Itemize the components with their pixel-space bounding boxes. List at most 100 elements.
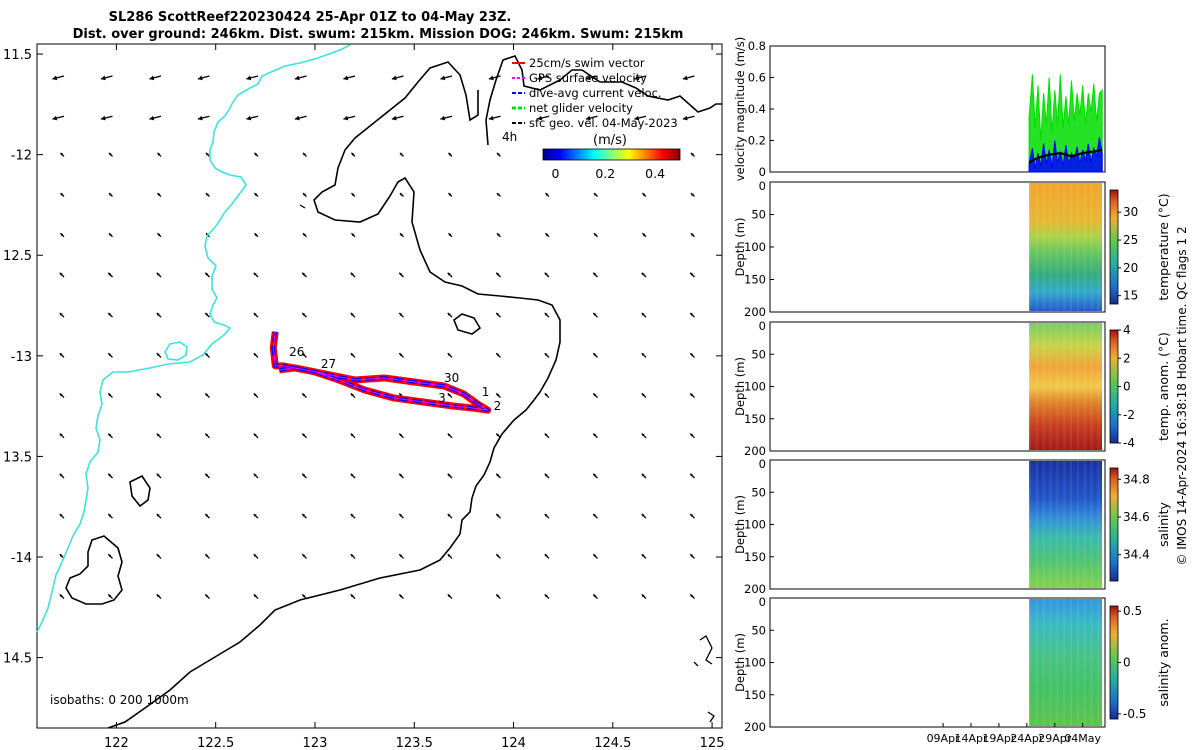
day-label: 26 <box>289 345 304 359</box>
profile-stripe <box>1049 323 1052 450</box>
date-tick-label: 14Apr <box>954 732 988 745</box>
profile-stripe <box>1051 599 1054 726</box>
colorbar-tick-label: 0 <box>1123 380 1131 394</box>
colorbar-tick-label: 0.2 <box>595 166 615 181</box>
velocity-y-tick-label: 0.6 <box>748 71 766 85</box>
reef-fragments <box>299 204 715 723</box>
profile-stripe <box>1092 461 1095 588</box>
current-arrow <box>350 433 356 439</box>
current-arrow <box>302 192 307 198</box>
profile-stripe <box>1051 461 1054 588</box>
profile-stripe <box>1054 461 1057 588</box>
current-arrow <box>447 513 453 519</box>
current-arrow <box>488 115 501 121</box>
day-label: 30 <box>444 371 459 385</box>
current-arrow <box>689 473 695 479</box>
current-arrow <box>59 433 65 439</box>
current-arrow <box>592 433 598 439</box>
current-arrow <box>156 553 162 559</box>
colorbar-tick-label: 0 <box>551 166 559 181</box>
profile-stripe <box>1070 183 1073 311</box>
current-arrow <box>107 513 113 519</box>
current-arrow <box>205 152 210 157</box>
current-arrow <box>246 115 259 121</box>
depth-tick-label: 100 <box>744 656 766 670</box>
current-arrow <box>398 473 404 479</box>
current-vector-field <box>52 75 695 600</box>
depth-tick-label: 150 <box>744 412 766 426</box>
profile-stripe <box>1042 323 1045 450</box>
current-arrow <box>246 75 259 81</box>
current-arrow <box>108 152 113 157</box>
profile-stripe <box>1047 461 1050 588</box>
current-arrow <box>495 593 501 600</box>
temperature_anomaly-panel: 0 50 100 150 200 Depth (m) -4 -2 0 2 4 temp. anom. … <box>733 319 1171 458</box>
current-arrow <box>592 473 598 479</box>
depth-tick-label: 200 <box>744 444 766 458</box>
profile-stripe <box>1097 599 1100 726</box>
legend-4h: 4h <box>502 130 517 144</box>
colorbar-tick-label: 0.5 <box>1123 604 1142 618</box>
profile-stripe <box>1086 599 1089 726</box>
isobath-island-2 <box>65 535 123 605</box>
profile-stripe <box>1088 183 1091 311</box>
profile-stripe <box>1074 323 1077 450</box>
current-arrow <box>641 392 647 399</box>
colorbar-tick-label: 0 <box>1123 656 1131 670</box>
profile-stripe <box>1060 323 1063 450</box>
current-arrow <box>488 75 501 81</box>
current-arrow <box>301 513 307 519</box>
current-arrow <box>682 115 695 121</box>
profile-stripe <box>1076 461 1079 588</box>
current-arrow <box>544 473 550 479</box>
temperature-ylabel: Depth (m) <box>733 218 747 277</box>
current-arrow <box>52 115 65 121</box>
current-arrow <box>149 75 162 81</box>
profile-stripe <box>1083 599 1086 726</box>
profile-stripe <box>1065 599 1068 726</box>
profile-stripe <box>1031 183 1034 311</box>
current-arrow <box>350 593 356 600</box>
profile-stripe <box>1070 599 1073 726</box>
isobath-main <box>107 61 561 729</box>
current-arrow <box>544 553 550 559</box>
profile-stripe <box>1035 461 1038 588</box>
depth-tick-label: 150 <box>744 550 766 564</box>
profile-stripe <box>1074 461 1077 588</box>
title-line-2: Dist. over ground: 246km. Dist. swum: 21… <box>73 27 684 42</box>
current-arrow <box>399 192 404 198</box>
current-arrow <box>100 115 113 121</box>
velocity-series-line <box>1028 148 1103 164</box>
current-arrow <box>254 192 259 198</box>
current-arrow <box>690 232 695 238</box>
profile-stripe <box>1056 183 1059 311</box>
salinity-ylabel: Depth (m) <box>733 495 747 554</box>
current-arrow <box>301 473 307 479</box>
legend-current: dive-avg current veloc. <box>529 86 662 100</box>
legend-net: net glider velocity <box>529 101 633 115</box>
profile-stripe <box>1081 183 1084 311</box>
profile-stripe <box>1088 461 1091 588</box>
y-tick-label: 13.5 <box>3 450 32 465</box>
profile-stripe <box>1079 599 1082 726</box>
current-arrow <box>294 115 307 121</box>
profile-stripe <box>1060 599 1063 726</box>
current-arrow <box>592 593 598 600</box>
profile-stripe <box>1092 323 1095 450</box>
current-arrow <box>496 232 501 238</box>
current-arrow <box>294 75 307 81</box>
footer-credit: © IMOS 14-Apr-2024 16:38:18 Hobart time.… <box>1175 226 1189 565</box>
profile-stripe <box>1083 461 1086 588</box>
profile-stripe <box>1031 599 1034 726</box>
current-arrow <box>545 192 550 198</box>
day-label: 3 <box>438 391 446 405</box>
profile-stripe <box>1099 323 1102 450</box>
current-arrow <box>689 272 695 278</box>
temperature-panel: 0 50 100 150 200 Depth (m) 15 20 25 30 temperature… <box>733 179 1171 319</box>
profile-stripe <box>1063 599 1066 726</box>
profile-stripe <box>1099 461 1102 588</box>
depth-tick-label: 100 <box>744 380 766 394</box>
current-arrow <box>642 192 647 198</box>
profile-stripe <box>1031 461 1034 588</box>
current-arrow <box>301 392 307 399</box>
